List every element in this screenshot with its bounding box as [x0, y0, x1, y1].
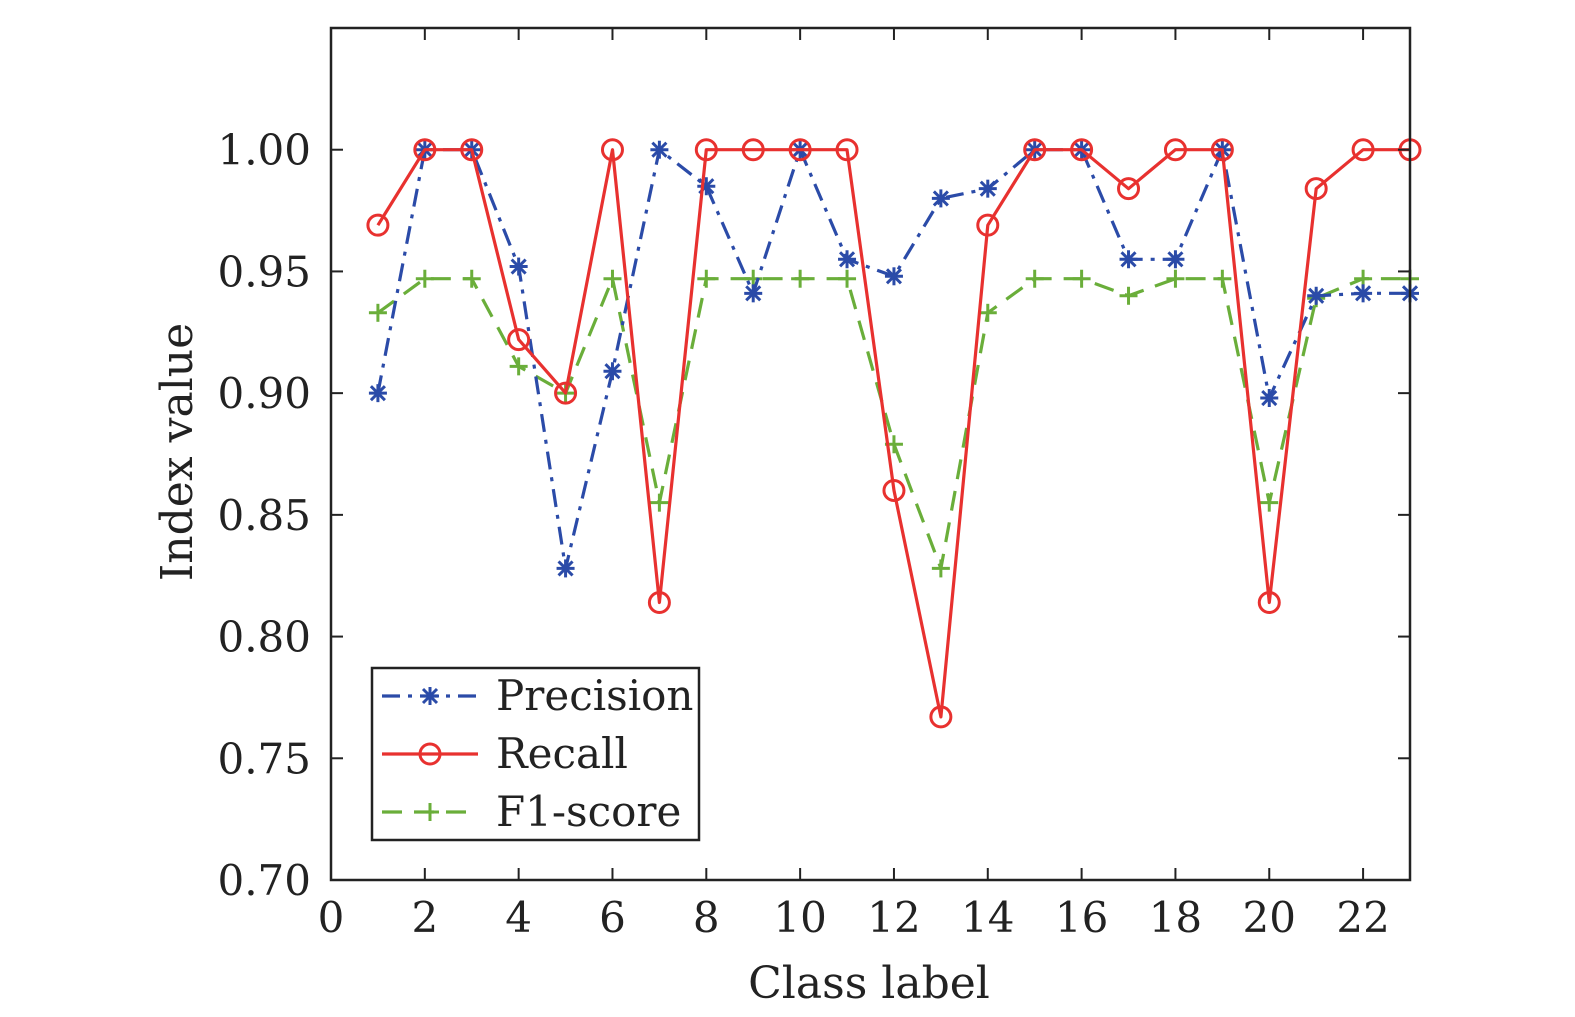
data-point-precision-14 — [978, 179, 997, 198]
legend-label-precision: Precision — [496, 671, 693, 720]
data-point-precision-18 — [1166, 250, 1185, 269]
data-point-precision-5 — [556, 559, 575, 578]
data-point-precision-4 — [509, 257, 528, 276]
data-point-precision-11 — [838, 250, 857, 269]
legend-item-f1-score: F1-score — [382, 787, 681, 836]
x-tick-label: 4 — [505, 893, 532, 942]
legend-item-precision: Precision — [382, 671, 693, 720]
data-point-f1-score-6 — [603, 269, 622, 288]
axes: 0 2 4 6 8 10 12 14 16 18 20 22 0.70 0.75 0.80 0.85 0.90 0… — [217, 26, 1412, 942]
data-point-precision-9 — [744, 284, 763, 303]
legend-marker-recall — [418, 742, 442, 766]
legend-marker-precision — [421, 687, 439, 705]
data-point-f1-score-18 — [1166, 269, 1185, 288]
data-point-recall-3 — [460, 138, 484, 162]
data-point-recall-6 — [600, 138, 624, 162]
data-point-recall-17 — [1117, 177, 1141, 201]
data-point-f1-score-4 — [509, 357, 528, 376]
data-point-recall-20 — [1257, 590, 1281, 614]
data-point-precision-20 — [1260, 389, 1279, 408]
y-axis-title: Index value — [152, 323, 203, 581]
y-tick-label: 0.90 — [217, 369, 311, 418]
data-point-recall-9 — [741, 138, 765, 162]
y-tick-label: 0.75 — [217, 734, 311, 783]
data-point-recall-15 — [1023, 138, 1047, 162]
data-point-f1-score-1 — [368, 303, 387, 322]
data-point-f1-score-16 — [1072, 269, 1091, 288]
data-point-f1-score-8 — [697, 269, 716, 288]
data-point-f1-score-19 — [1213, 269, 1232, 288]
data-point-precision-17 — [1119, 250, 1138, 269]
data-point-precision-13 — [931, 189, 950, 208]
data-point-recall-10 — [788, 138, 812, 162]
legend-label-f1-score: F1-score — [496, 787, 681, 836]
data-point-f1-score-20 — [1260, 493, 1279, 512]
data-point-recall-14 — [976, 213, 1000, 237]
data-point-recall-11 — [835, 138, 859, 162]
data-point-precision-12 — [884, 267, 903, 286]
data-point-recall-1 — [366, 213, 390, 237]
plot-frame — [329, 26, 1412, 882]
data-point-precision-22 — [1354, 284, 1373, 303]
x-tick-label: 16 — [1055, 893, 1108, 942]
legend-marker-f1-score — [421, 803, 439, 821]
data-point-recall-4 — [507, 328, 531, 352]
legend-item-recall: Recall — [382, 729, 628, 778]
data-point-f1-score-13 — [931, 559, 950, 578]
data-point-f1-score-10 — [791, 269, 810, 288]
x-tick-label: 18 — [1149, 893, 1202, 942]
series-line-precision — [376, 148, 1410, 571]
data-point-recall-19 — [1210, 138, 1234, 162]
data-point-f1-score-17 — [1119, 286, 1138, 305]
plot-area — [366, 138, 1422, 729]
data-point-precision-7 — [650, 140, 669, 159]
x-axis-title: Class label — [748, 958, 990, 1009]
data-point-precision-6 — [603, 362, 622, 381]
data-point-recall-21 — [1304, 177, 1328, 201]
x-tick-label: 12 — [867, 893, 920, 942]
data-point-f1-score-14 — [978, 303, 997, 322]
data-point-recall-13 — [929, 705, 953, 729]
x-tick-label: 20 — [1243, 893, 1296, 942]
x-tick-label: 22 — [1336, 893, 1389, 942]
data-point-recall-16 — [1070, 138, 1094, 162]
x-tick-label: 0 — [318, 893, 345, 942]
x-tick-label: 6 — [599, 893, 626, 942]
x-tick-label: 8 — [693, 893, 720, 942]
series-f1-score — [368, 269, 1419, 578]
data-point-f1-score-7 — [650, 493, 669, 512]
x-tick-label: 10 — [773, 893, 826, 942]
data-point-recall-12 — [882, 479, 906, 503]
data-point-recall-22 — [1351, 138, 1375, 162]
data-point-recall-8 — [694, 138, 718, 162]
legend-label-recall: Recall — [496, 729, 628, 778]
y-tick-label: 0.70 — [217, 856, 311, 905]
data-point-recall-5 — [554, 381, 578, 405]
series-recall — [366, 138, 1422, 729]
data-point-precision-21 — [1307, 286, 1326, 305]
data-point-f1-score-3 — [462, 269, 481, 288]
y-tick-label: 0.95 — [217, 247, 311, 296]
y-tick-label: 1.00 — [217, 126, 311, 175]
legend: Precision Recall F1-score — [370, 666, 701, 842]
y-tick-label: 0.80 — [217, 613, 311, 662]
data-point-f1-score-11 — [838, 269, 857, 288]
data-point-recall-2 — [413, 138, 437, 162]
data-point-precision-8 — [697, 177, 716, 196]
data-point-precision-1 — [368, 384, 387, 403]
y-tick-label: 0.85 — [217, 491, 311, 540]
data-point-recall-18 — [1163, 138, 1187, 162]
data-point-f1-score-2 — [415, 269, 434, 288]
x-tick-label: 14 — [961, 893, 1014, 942]
x-tick-label: 2 — [411, 893, 438, 942]
series-line-recall — [376, 148, 1410, 719]
data-point-f1-score-15 — [1025, 269, 1044, 288]
data-point-recall-7 — [647, 590, 671, 614]
